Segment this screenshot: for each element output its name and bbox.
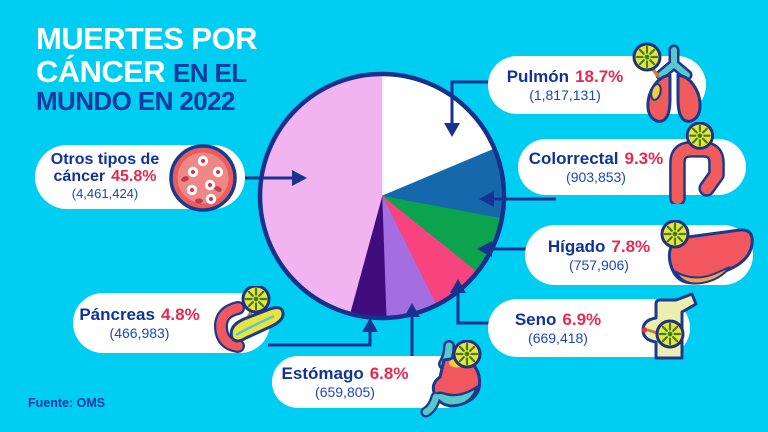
label-name-line2: cáncer (53, 168, 106, 186)
label-name: Colorrectal (528, 148, 619, 168)
label-percent: 4.8% (160, 304, 200, 324)
lungs-icon (630, 42, 716, 126)
pie-chart (257, 71, 507, 321)
label-percent: 18.7% (575, 66, 624, 86)
breast-icon (636, 292, 698, 364)
label-name: Hígado (547, 236, 606, 256)
title-line1: MUERTES POR (36, 21, 257, 56)
label-name: Pulmón (506, 66, 570, 86)
label-percent: 7.8% (611, 236, 651, 256)
label-count: (903,853) (566, 168, 626, 185)
label-count: (757,906) (569, 256, 629, 273)
cancer-cells-icon (166, 142, 240, 214)
liver-icon (658, 220, 758, 292)
label-name: Seno (514, 309, 557, 329)
label-percent: 6.9% (562, 309, 602, 329)
title-line2-white: CÁNCER (36, 54, 166, 90)
stomach-icon (420, 340, 486, 420)
label-count: (669,418) (528, 329, 588, 346)
source-note: Fuente: OMS (28, 396, 106, 410)
pancreas-icon (208, 286, 286, 360)
pie-border (257, 71, 507, 321)
label-name: Páncreas (79, 304, 155, 324)
label-percent: 6.8% (369, 363, 409, 383)
label-count: (1,817,131) (529, 86, 601, 103)
label-name-line1: Otros tipos de (50, 151, 160, 169)
page-title: MUERTES POR CÁNCER EN EL MUNDO EN 2022 (36, 22, 257, 116)
label-percent: 9.3% (624, 148, 664, 168)
label-percent: 45.8% (111, 168, 157, 186)
label-count: (659,805) (315, 383, 375, 400)
title-line2-blue: EN EL (173, 58, 247, 89)
title-line3: MUNDO EN 2022 (36, 86, 235, 117)
label-name: Estómago (281, 363, 364, 383)
colon-icon (663, 122, 729, 204)
label-count: (466,983) (109, 324, 170, 341)
label-count: (4,461,424) (71, 185, 139, 201)
title-line2: CÁNCER EN EL (36, 55, 257, 88)
